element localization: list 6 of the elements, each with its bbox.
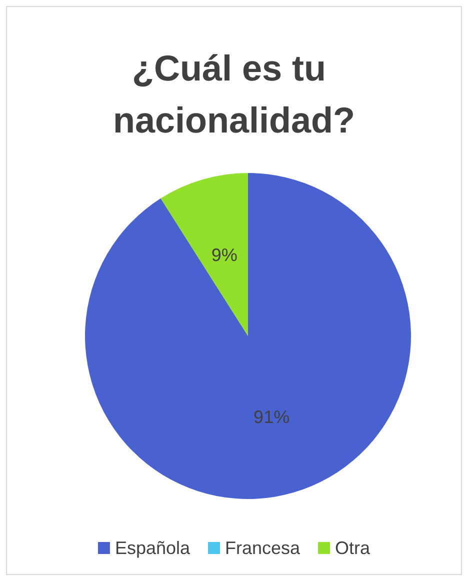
data-label: 9% (211, 244, 238, 265)
legend-label: Francesa (225, 538, 302, 558)
chart-title: ¿Cuál es tu nacionalidad? (112, 48, 356, 140)
legend-label: Otra (335, 538, 372, 558)
legend-label: Española (114, 538, 191, 558)
data-label: 91% (254, 407, 290, 428)
